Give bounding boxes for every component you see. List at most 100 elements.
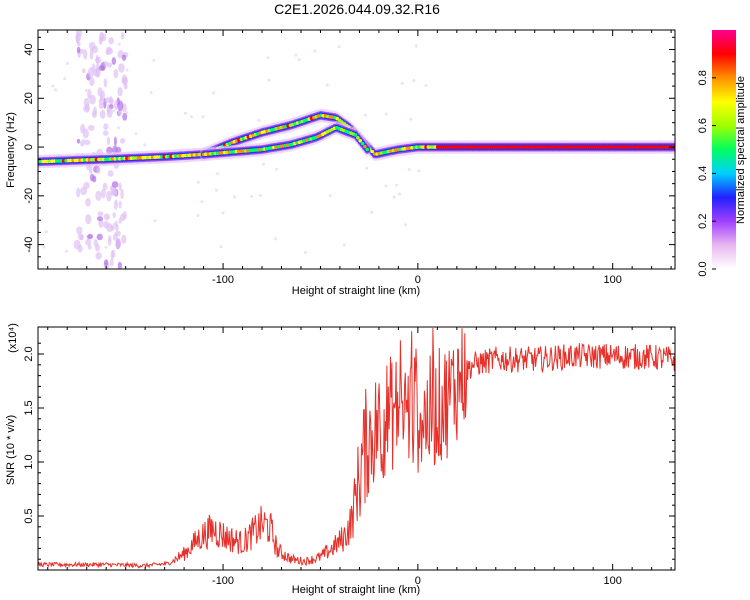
x-tick-label: -100	[212, 274, 234, 286]
noise-speck	[117, 100, 124, 111]
spectrogram-xlabel: Height of straight line (km)	[292, 285, 420, 297]
noise-speck	[87, 244, 92, 250]
snr-scale-label: (x10⁴)	[7, 323, 19, 353]
noise-speck	[257, 119, 261, 123]
noise-speck	[115, 146, 122, 154]
noise-speck	[118, 182, 122, 191]
x-tick-label: 100	[603, 274, 621, 286]
noise-speck	[112, 188, 118, 196]
noise-speck	[97, 211, 104, 217]
noise-speck	[103, 259, 109, 267]
noise-speck	[42, 245, 46, 249]
noise-speck	[117, 50, 124, 59]
ridge-peak	[353, 133, 358, 137]
noise-speck	[120, 188, 124, 200]
noise-speck	[112, 109, 116, 113]
noise-speck	[120, 213, 126, 222]
ridge-peak	[363, 144, 367, 149]
noise-speck	[92, 106, 97, 117]
noise-speck	[121, 32, 125, 40]
noise-speck	[398, 192, 401, 196]
y-tick-label: 2.0	[23, 346, 35, 361]
colorbar-tick-label: 0.0	[697, 261, 709, 276]
noise-speck	[114, 220, 118, 227]
noise-speck	[102, 182, 108, 191]
noise-speck	[143, 143, 147, 147]
noise-speck	[108, 37, 114, 45]
noise-speck	[110, 225, 115, 231]
noise-speck	[105, 97, 111, 104]
noise-speck	[258, 193, 262, 197]
noise-speck	[84, 88, 88, 92]
noise-speck	[328, 194, 332, 198]
noise-speck	[212, 91, 216, 95]
snr-background	[38, 327, 675, 570]
snr-xlabel: Height of straight line (km)	[292, 584, 420, 596]
noise-speck	[219, 245, 223, 249]
noise-speck	[97, 216, 103, 222]
noise-speck	[89, 173, 95, 182]
noise-speck	[384, 184, 388, 188]
snr-frame	[37, 326, 676, 571]
noise-speck	[122, 112, 128, 121]
noise-speck	[44, 230, 48, 234]
noise-speck	[76, 138, 81, 144]
noise-speck	[89, 49, 94, 60]
noise-speck	[81, 138, 85, 142]
noise-speck	[184, 111, 188, 115]
noise-speck	[102, 130, 109, 136]
snr-series-layer	[38, 328, 675, 569]
noise-speck	[117, 86, 123, 97]
snr-axis-ticks: -100 0 100 0.5 1.0 1.5 2.0	[23, 327, 675, 587]
noise-speck	[95, 252, 102, 260]
noise-speck	[112, 212, 116, 218]
noise-speck	[95, 54, 99, 65]
noise-speck	[101, 188, 106, 199]
noise-speck	[76, 226, 83, 235]
x-tick-label: -100	[212, 575, 234, 587]
noise-speck	[111, 57, 117, 65]
noise-speck	[303, 251, 307, 254]
noise-speck	[363, 113, 367, 117]
noise-speck	[417, 169, 421, 173]
noise-speck	[83, 97, 90, 107]
noise-speck	[337, 45, 341, 49]
noise-speck	[113, 199, 118, 210]
noise-speck	[103, 78, 108, 88]
noise-speck	[83, 181, 90, 190]
noise-speck	[275, 167, 279, 171]
snr-panel: -100 0 100 0.5 1.0 1.5 2.0 Height of straight …	[5, 323, 676, 596]
noise-speck	[89, 94, 96, 105]
noise-speck	[117, 261, 122, 269]
spectrogram-panel: -100 0 100 -40 -20 0 20 40 Height of straight l…	[5, 29, 676, 297]
noise-speck	[190, 115, 193, 119]
noise-speck	[113, 69, 119, 79]
noise-speck	[82, 128, 89, 139]
noise-speck	[404, 223, 407, 227]
noise-speck	[96, 233, 103, 241]
noise-speck	[118, 63, 125, 73]
noise-speck	[65, 62, 69, 65]
noise-speck	[65, 249, 68, 253]
noise-speck	[98, 102, 104, 109]
noise-speck	[106, 62, 113, 68]
colorbar-tick-label: 0.4	[697, 166, 709, 181]
noise-speck	[115, 238, 122, 249]
colorbar-gradient	[712, 30, 736, 269]
colorbar: 0.0 0.2 0.4 0.6 0.8 Normalized spectral ampl…	[697, 30, 747, 277]
noise-speck	[125, 68, 129, 72]
y-tick-label: 0	[23, 144, 35, 150]
y-tick-label: 20	[23, 92, 35, 104]
noise-speck	[112, 233, 118, 241]
noise-speck	[313, 49, 317, 53]
noise-speck	[113, 136, 117, 147]
noise-speck	[80, 140, 85, 147]
noise-speck	[297, 58, 301, 62]
spectrogram-ylabel: Frequency (Hz)	[5, 112, 17, 188]
noise-speck	[82, 68, 86, 74]
chart-title: C2E1.2026.044.09.32.R16	[274, 1, 440, 17]
noise-speck	[262, 162, 266, 166]
noise-speck	[325, 83, 329, 87]
noise-speck	[85, 197, 91, 207]
noise-speck	[407, 168, 411, 171]
